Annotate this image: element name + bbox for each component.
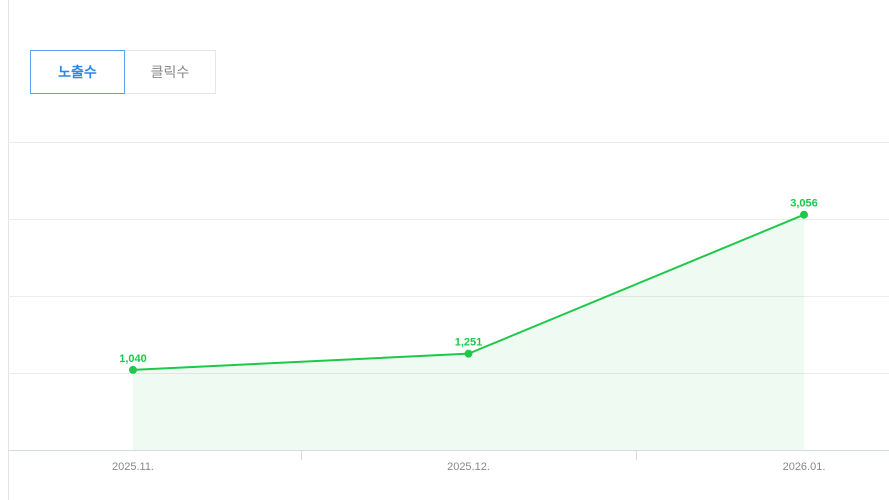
value-label: 3,056 <box>790 198 818 210</box>
point <box>464 349 473 358</box>
tab-impressions[interactable]: 노출수 <box>30 50 125 94</box>
point <box>129 365 137 374</box>
x-tick-label: 2026.01. <box>783 461 826 473</box>
value-label: 1,251 <box>455 337 483 349</box>
x-tick-label: 2025.11. <box>112 461 154 473</box>
x-tick-label: 2025.12. <box>447 461 490 473</box>
point <box>800 210 808 219</box>
value-label: 1,040 <box>119 353 147 365</box>
area <box>133 214 804 450</box>
